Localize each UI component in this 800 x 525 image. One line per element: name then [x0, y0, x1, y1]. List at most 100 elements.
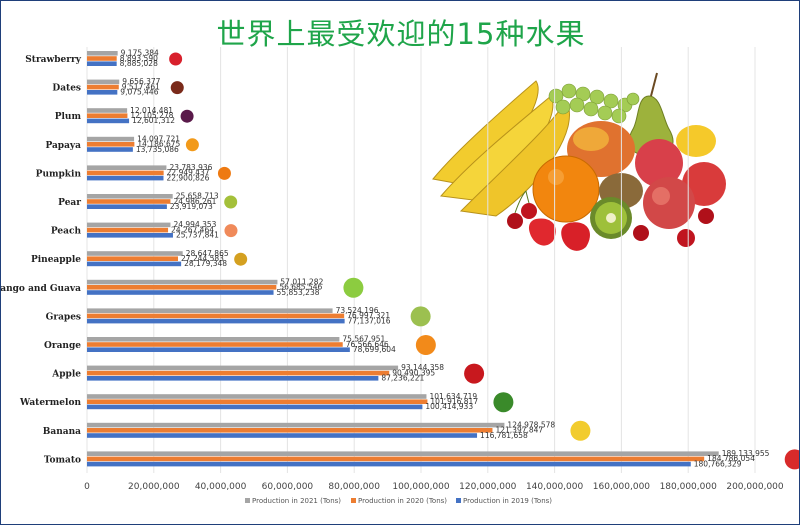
- value-label: 22,900,826: [166, 173, 209, 182]
- bar: [87, 222, 171, 228]
- category-label: Apple: [51, 370, 81, 380]
- value-label: 12,105,278: [130, 111, 173, 120]
- bar: [87, 318, 345, 324]
- x-tick-label: 120,000,000: [459, 482, 517, 492]
- value-label: 93,144,358: [401, 363, 444, 372]
- legend-swatch: [245, 498, 250, 503]
- watermelon-icon: [493, 392, 514, 413]
- value-label: 24,267,464: [171, 225, 214, 234]
- category-labels-group: Strawberry Dates Plum Papaya Pumpkin Pear Peac…: [1, 55, 82, 465]
- category-label: Watermelon: [19, 398, 81, 408]
- bar: [87, 233, 173, 238]
- peach-icon: [224, 224, 238, 238]
- category-label: Tomato: [44, 455, 81, 465]
- bar: [87, 113, 128, 118]
- bar: [87, 422, 505, 428]
- pear-icon: [224, 195, 238, 209]
- value-label: 8,885,028: [120, 59, 158, 68]
- guava-icon: [343, 277, 364, 298]
- category-label: Pumpkin: [36, 169, 82, 179]
- value-label: 101,916,817: [430, 397, 478, 406]
- x-tick-label: 20,000,000: [128, 482, 180, 492]
- bar: [87, 376, 379, 381]
- bar: [87, 227, 169, 233]
- x-axis-ticks: 0 20,000,000 40,000,000 60,000,000 80,000,00…: [84, 482, 784, 492]
- bars-group: [87, 51, 719, 467]
- value-label: 23,919,073: [170, 202, 213, 211]
- value-label: 24,986,261: [173, 197, 216, 206]
- value-label: 87,236,221: [381, 374, 424, 383]
- value-label: 77,137,016: [348, 316, 391, 325]
- bar: [87, 394, 427, 399]
- bar: [87, 428, 493, 433]
- dates-icon: [170, 81, 184, 95]
- category-label: Dates: [52, 84, 81, 94]
- bar: [87, 175, 164, 181]
- legend-swatch: [456, 498, 461, 503]
- category-label: Orange: [44, 341, 81, 351]
- value-label: 22,949,437: [167, 168, 210, 177]
- grapes-icon: [410, 306, 431, 327]
- bar: [87, 313, 345, 319]
- legend-label: Production in 2021 (Tons): [252, 497, 341, 505]
- bar: [87, 251, 183, 256]
- category-label: Pear: [58, 198, 81, 208]
- value-label: 14,186,675: [137, 140, 180, 149]
- category-label: Grapes: [46, 312, 81, 322]
- value-label: 28,647,865: [186, 249, 229, 258]
- value-label: 76,566,646: [346, 340, 389, 349]
- value-label: 73,524,196: [336, 306, 379, 315]
- value-label: 9,175,384: [121, 49, 159, 58]
- bar: [87, 108, 128, 113]
- legend-label: Production in 2019 (Tons): [463, 497, 552, 505]
- bar: [87, 61, 117, 66]
- bar: [87, 56, 117, 61]
- bar: [87, 285, 277, 290]
- bar: [87, 204, 167, 209]
- x-tick-label: 80,000,000: [328, 482, 380, 492]
- value-label: 27,244,583: [181, 254, 224, 263]
- value-label: 56,685,546: [279, 283, 322, 292]
- papaya-icon: [185, 138, 199, 152]
- value-label: 189,133,955: [722, 449, 770, 458]
- category-label: Pineapple: [31, 255, 81, 265]
- fruit-basket-illustration: [432, 72, 726, 251]
- bar: [87, 456, 705, 462]
- bar: [87, 118, 130, 124]
- bar: [87, 308, 333, 313]
- bar: [87, 90, 118, 95]
- value-label: 8,893,590: [120, 54, 158, 63]
- bar: [87, 347, 350, 352]
- bar: [87, 279, 278, 285]
- bar: [87, 261, 182, 267]
- value-label: 24,994,353: [173, 220, 216, 229]
- pumpkin-icon: [217, 166, 231, 180]
- value-label: 14,097,721: [137, 134, 180, 143]
- x-tick-label: 60,000,000: [262, 482, 314, 492]
- x-tick-label: 200,000,000: [726, 482, 784, 492]
- bar: [87, 337, 340, 342]
- bar: [87, 365, 399, 371]
- value-label: 100,414,933: [425, 402, 473, 411]
- value-label: 55,853,238: [277, 288, 320, 297]
- bar: [87, 170, 164, 176]
- strawberry-icon: [169, 52, 183, 66]
- legend-swatch: [351, 498, 356, 503]
- pineapple-icon: [234, 252, 248, 266]
- value-label: 25,658,713: [176, 192, 219, 201]
- bar: [87, 199, 171, 204]
- bar: [87, 399, 428, 404]
- bar: [87, 370, 390, 376]
- value-label: 124,978,578: [507, 420, 555, 429]
- x-tick-label: 140,000,000: [526, 482, 584, 492]
- bar: [87, 136, 135, 142]
- category-label: ango and Guava: [1, 284, 81, 294]
- x-tick-label: 180,000,000: [660, 482, 718, 492]
- bar: [87, 342, 343, 347]
- bar: [87, 404, 423, 410]
- value-label: 78,699,604: [353, 345, 396, 354]
- category-label: Peach: [51, 227, 82, 237]
- value-label: 12,014,481: [130, 106, 173, 115]
